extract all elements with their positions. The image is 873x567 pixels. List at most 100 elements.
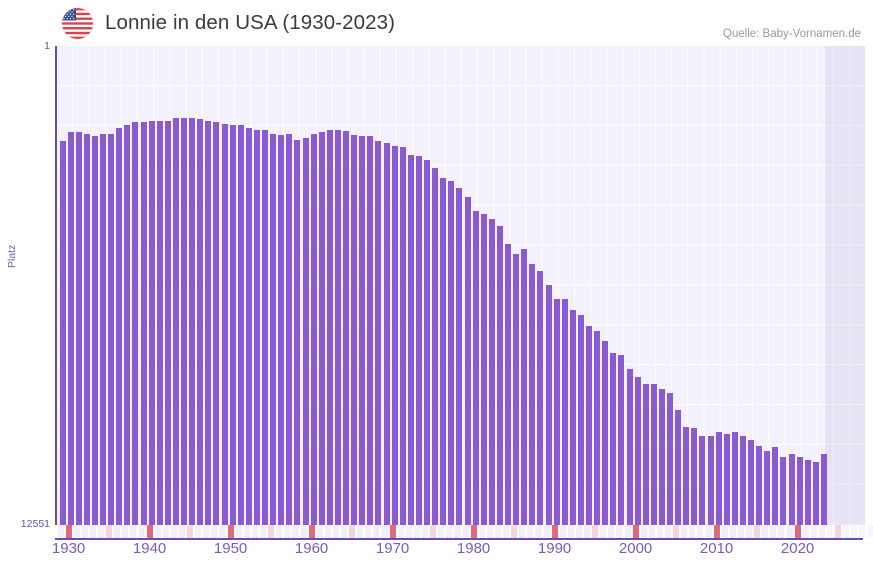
bar[interactable] [602,341,609,525]
bar[interactable] [464,197,471,525]
bar[interactable] [748,440,754,525]
bar[interactable] [691,428,698,525]
bar[interactable] [100,134,106,525]
bar[interactable] [221,124,228,525]
bar[interactable] [334,130,341,525]
bar[interactable] [326,130,333,525]
bar[interactable] [399,147,406,525]
bar[interactable] [594,331,601,525]
bar[interactable] [618,355,625,525]
bar[interactable] [351,135,358,525]
bar[interactable] [634,377,641,525]
bar[interactable] [424,160,430,525]
bar[interactable] [415,156,422,525]
bar[interactable] [245,128,252,525]
bar[interactable] [197,119,204,525]
bar[interactable] [569,310,576,525]
bar[interactable] [75,132,82,525]
bar[interactable] [496,226,503,525]
bar[interactable] [472,211,479,525]
bar[interactable] [723,434,730,525]
bar[interactable] [181,118,187,525]
bar[interactable] [756,446,763,525]
bar[interactable] [642,384,649,525]
bar[interactable] [132,122,139,525]
bar[interactable] [367,136,374,525]
bar[interactable] [83,134,90,525]
bar[interactable] [189,118,196,525]
bar[interactable] [586,326,592,525]
bar[interactable] [537,271,544,525]
bar[interactable] [440,178,447,525]
bar[interactable] [67,132,74,525]
bar[interactable] [667,393,673,525]
bar[interactable] [164,121,171,525]
bar[interactable] [59,141,66,525]
bar[interactable] [804,460,811,525]
bar[interactable] [407,155,414,525]
bar[interactable] [780,457,787,525]
bar[interactable] [205,121,212,525]
bar[interactable] [561,299,568,525]
bar[interactable] [658,389,665,525]
bar[interactable] [278,135,285,525]
bar[interactable] [772,447,779,525]
bar[interactable] [699,436,706,525]
bar[interactable] [310,134,317,525]
bar[interactable] [213,122,220,525]
bar[interactable] [545,285,552,525]
bar[interactable] [140,122,147,525]
bar[interactable] [318,132,325,525]
bar[interactable] [610,353,617,525]
bar[interactable] [788,454,795,525]
bar[interactable] [432,168,439,525]
bar[interactable] [812,462,819,525]
bar[interactable] [262,130,268,525]
x-axis-label: 1990 [537,540,572,557]
bar[interactable] [577,315,584,525]
bar[interactable] [683,427,690,525]
bar[interactable] [675,410,682,525]
bar[interactable] [521,249,528,525]
bar[interactable] [229,125,236,525]
bar[interactable] [375,141,382,525]
bar[interactable] [383,143,390,525]
bar[interactable] [270,134,277,525]
x-axis-tick [494,525,501,538]
x-axis-tick [130,525,137,538]
bar[interactable] [253,130,260,525]
x-axis-tick [616,525,623,538]
bar[interactable] [553,299,560,525]
bar[interactable] [294,140,301,525]
y-axis-tick-top: 1 [44,40,50,52]
bar[interactable] [302,138,309,525]
bar[interactable] [116,128,123,525]
bar[interactable] [124,125,131,525]
bar[interactable] [480,214,487,525]
bar[interactable] [488,219,495,525]
bar[interactable] [715,432,722,525]
bar[interactable] [286,134,293,525]
bar[interactable] [820,454,827,525]
bar[interactable] [108,134,115,525]
bar[interactable] [91,136,98,525]
bar[interactable] [505,244,511,525]
bar[interactable] [456,188,463,525]
bar[interactable] [391,146,398,525]
bar[interactable] [359,136,366,525]
bar[interactable] [650,384,657,525]
bar[interactable] [739,436,746,525]
bar[interactable] [731,432,738,525]
bar[interactable] [529,264,536,525]
bar[interactable] [513,254,520,525]
bar[interactable] [148,121,155,525]
bar[interactable] [626,369,633,525]
bar[interactable] [343,131,349,525]
bar[interactable] [764,451,771,525]
bar[interactable] [796,457,803,525]
bar[interactable] [707,436,714,525]
bar[interactable] [237,125,244,525]
bar[interactable] [156,121,163,525]
bar[interactable] [448,181,455,525]
bar[interactable] [172,118,179,525]
